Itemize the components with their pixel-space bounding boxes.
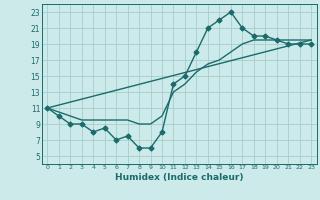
X-axis label: Humidex (Indice chaleur): Humidex (Indice chaleur) bbox=[115, 173, 244, 182]
